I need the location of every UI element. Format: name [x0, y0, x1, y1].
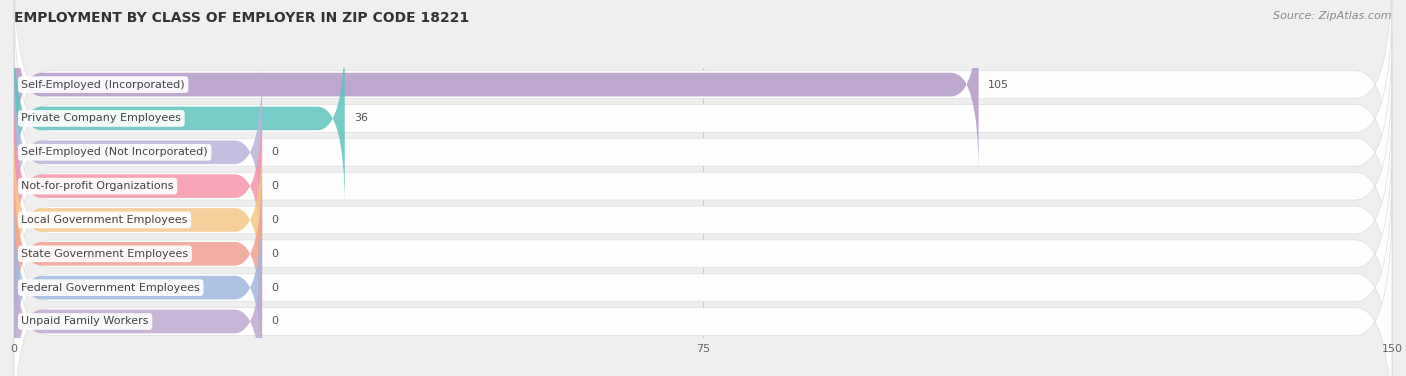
FancyBboxPatch shape [14, 164, 262, 344]
FancyBboxPatch shape [14, 232, 262, 376]
FancyBboxPatch shape [14, 65, 1392, 308]
FancyBboxPatch shape [14, 198, 262, 376]
FancyBboxPatch shape [14, 96, 262, 276]
Text: 0: 0 [271, 249, 278, 259]
Text: Not-for-profit Organizations: Not-for-profit Organizations [21, 181, 174, 191]
Text: 0: 0 [271, 147, 278, 157]
Text: Self-Employed (Incorporated): Self-Employed (Incorporated) [21, 80, 186, 89]
Text: EMPLOYMENT BY CLASS OF EMPLOYER IN ZIP CODE 18221: EMPLOYMENT BY CLASS OF EMPLOYER IN ZIP C… [14, 11, 470, 25]
FancyBboxPatch shape [14, 99, 1392, 341]
Text: Source: ZipAtlas.com: Source: ZipAtlas.com [1274, 11, 1392, 21]
Text: 36: 36 [354, 114, 368, 123]
Text: 0: 0 [271, 317, 278, 326]
FancyBboxPatch shape [14, 130, 262, 310]
Text: 0: 0 [271, 283, 278, 293]
FancyBboxPatch shape [14, 0, 1392, 240]
Text: Self-Employed (Not Incorporated): Self-Employed (Not Incorporated) [21, 147, 208, 157]
FancyBboxPatch shape [14, 200, 1392, 376]
Text: 0: 0 [271, 215, 278, 225]
Text: Local Government Employees: Local Government Employees [21, 215, 188, 225]
FancyBboxPatch shape [14, 166, 1392, 376]
Text: Private Company Employees: Private Company Employees [21, 114, 181, 123]
Text: Federal Government Employees: Federal Government Employees [21, 283, 200, 293]
Text: Unpaid Family Workers: Unpaid Family Workers [21, 317, 149, 326]
FancyBboxPatch shape [14, 0, 979, 174]
FancyBboxPatch shape [14, 29, 344, 208]
FancyBboxPatch shape [14, 132, 1392, 375]
Text: State Government Employees: State Government Employees [21, 249, 188, 259]
Text: 0: 0 [271, 181, 278, 191]
FancyBboxPatch shape [14, 0, 1392, 206]
Text: 105: 105 [988, 80, 1008, 89]
FancyBboxPatch shape [14, 31, 1392, 274]
FancyBboxPatch shape [14, 62, 262, 242]
